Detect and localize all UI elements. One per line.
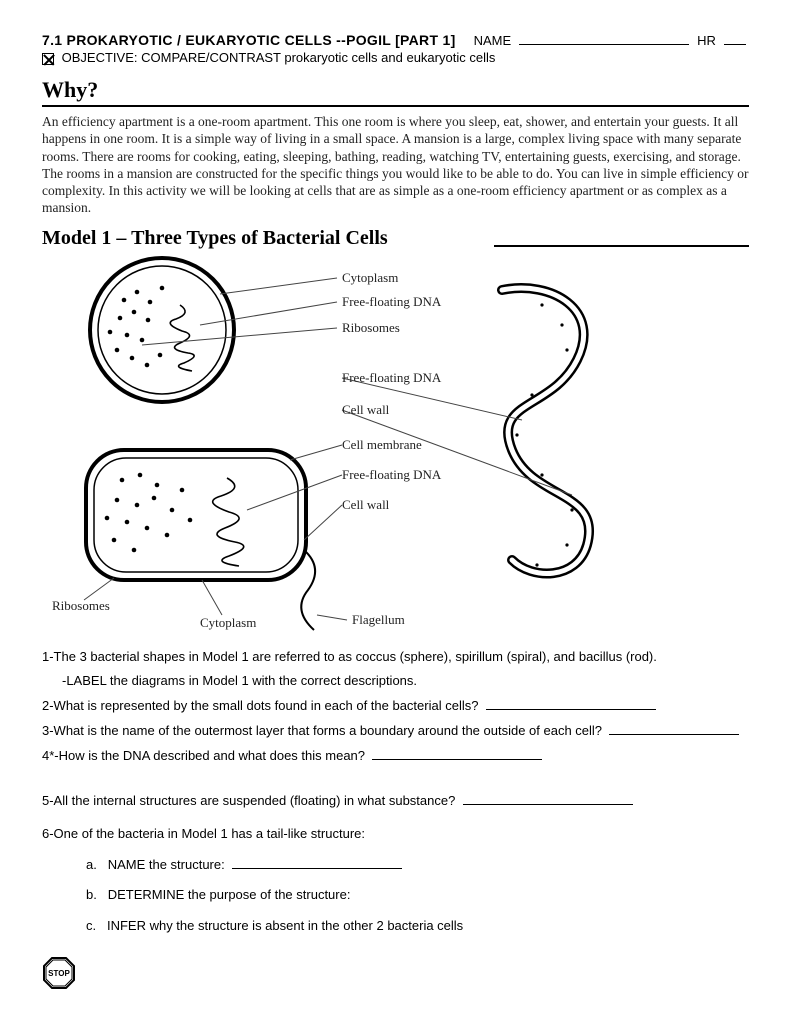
spirillum-cell (502, 288, 589, 573)
question-2: 2-What is represented by the small dots … (42, 697, 749, 716)
q6-text: 6-One of the bacteria in Model 1 has a t… (42, 826, 365, 841)
hr-blank[interactable] (724, 33, 746, 45)
q3-blank[interactable] (609, 724, 739, 735)
q6b-label: b. (86, 887, 97, 902)
q4-blank[interactable] (372, 749, 542, 760)
label-ribosomes-1: Ribosomes (342, 320, 400, 336)
coccus-cell (90, 258, 234, 402)
label-free-dna-2: Free-floating DNA (342, 370, 441, 386)
q4-text: 4*-How is the DNA described and what doe… (42, 748, 365, 763)
q6a-blank[interactable] (232, 858, 402, 869)
objective-row: OBJECTIVE: COMPARE/CONTRAST prokaryotic … (42, 50, 749, 65)
checkbox-icon (42, 53, 54, 65)
model-blank-line[interactable] (494, 233, 749, 247)
q2-text: 2-What is represented by the small dots … (42, 698, 478, 713)
questions-block: 1-The 3 bacterial shapes in Model 1 are … (42, 648, 749, 936)
model-heading-row: Model 1 – Three Types of Bacterial Cells (42, 227, 749, 250)
q1-sub-text: -LABEL the diagrams in Model 1 with the … (62, 673, 417, 688)
label-flagellum: Flagellum (352, 612, 405, 628)
label-cytoplasm-1: Cytoplasm (342, 270, 398, 286)
question-1: 1-The 3 bacterial shapes in Model 1 are … (42, 648, 749, 667)
q2-blank[interactable] (486, 699, 656, 710)
bacillus-cell (86, 450, 315, 630)
stop-text: STOP (48, 969, 70, 978)
question-1-sub: -LABEL the diagrams in Model 1 with the … (62, 672, 749, 691)
label-cell-wall-1: Cell wall (342, 402, 389, 418)
objective-label: OBJECTIVE: (62, 50, 138, 65)
q6a-label: a. (86, 857, 97, 872)
question-6: 6-One of the bacteria in Model 1 has a t… (42, 825, 749, 844)
header-row: 7.1 PROKARYOTIC / EUKARYOTIC CELLS --POG… (42, 32, 749, 48)
q6c-label: c. (86, 918, 96, 933)
label-cytoplasm-2: Cytoplasm (200, 615, 256, 631)
q6c-text: INFER why the structure is absent in the… (107, 918, 463, 933)
question-6a: a. NAME the structure: (86, 856, 749, 875)
question-3: 3-What is the name of the outermost laye… (42, 722, 749, 741)
model-heading: Model 1 – Three Types of Bacterial Cells (42, 227, 388, 249)
q6b-text: DETERMINE the purpose of the structure: (108, 887, 351, 902)
label-cell-wall-2: Cell wall (342, 497, 389, 513)
bacterial-cells-diagram: Cytoplasm Free-floating DNA Ribosomes Fr… (42, 250, 749, 640)
question-6b: b. DETERMINE the purpose of the structur… (86, 886, 749, 905)
q5-blank[interactable] (463, 794, 633, 805)
label-ribosomes-2: Ribosomes (52, 598, 110, 614)
why-body: An efficiency apartment is a one-room ap… (42, 113, 749, 217)
q5-text: 5-All the internal structures are suspen… (42, 793, 455, 808)
hr-label: HR (697, 33, 716, 48)
q6a-text: NAME the structure: (108, 857, 225, 872)
label-free-dna-1: Free-floating DNA (342, 294, 441, 310)
label-free-dna-3: Free-floating DNA (342, 467, 441, 483)
q1-text: 1-The 3 bacterial shapes in Model 1 are … (42, 649, 657, 664)
label-cell-membrane: Cell membrane (342, 437, 422, 453)
worksheet-title: 7.1 PROKARYOTIC / EUKARYOTIC CELLS --POG… (42, 32, 456, 48)
name-label: NAME (474, 33, 512, 48)
question-6c: c. INFER why the structure is absent in … (86, 917, 749, 936)
question-5: 5-All the internal structures are suspen… (42, 792, 749, 811)
objective-text: COMPARE/CONTRAST prokaryotic cells and e… (141, 50, 495, 65)
stop-sign-icon: STOP (42, 956, 76, 990)
q3-text: 3-What is the name of the outermost laye… (42, 723, 602, 738)
name-blank[interactable] (519, 33, 689, 45)
why-heading: Why? (42, 77, 749, 107)
question-4: 4*-How is the DNA described and what doe… (42, 747, 749, 766)
